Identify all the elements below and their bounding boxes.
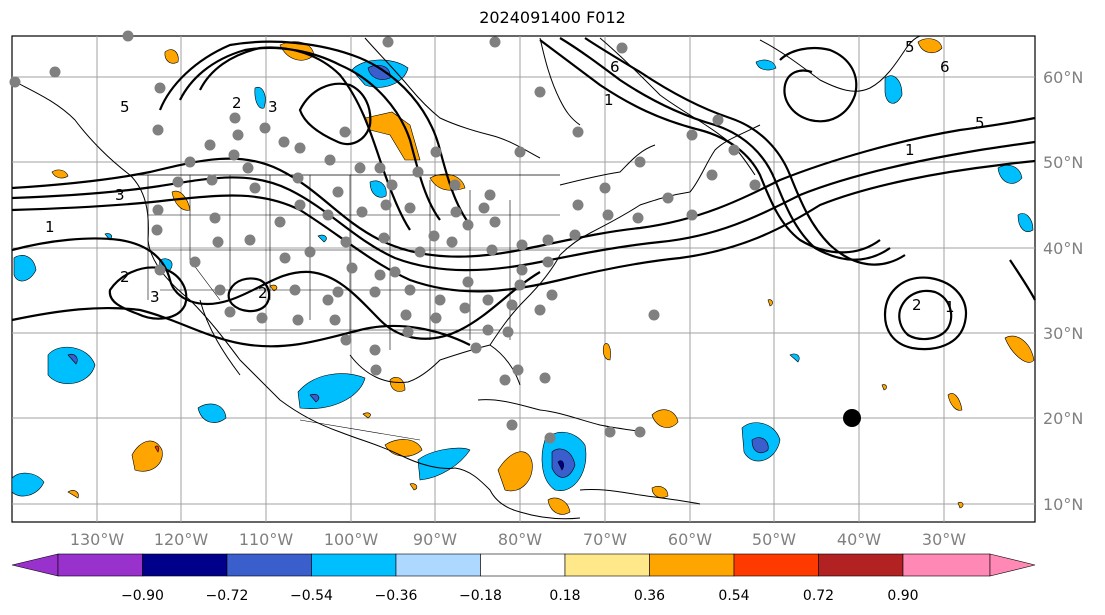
colorbar-tick-label: 0.18 — [549, 588, 580, 604]
colorbar-tick-label: 0.36 — [634, 588, 665, 604]
contour-label: 1 — [604, 91, 614, 109]
colorbar-under — [11, 553, 59, 577]
lon-label: 70°W — [583, 530, 627, 549]
colorbar-bin — [311, 553, 397, 577]
colorbar-tick-label: 0.54 — [718, 588, 749, 604]
map-frame — [11, 35, 1036, 523]
contour-label: 2 — [120, 268, 130, 286]
contour-label: 2 — [912, 296, 922, 314]
contour-label: 2 — [258, 284, 268, 302]
lon-label: 90°W — [413, 530, 457, 549]
coastlines — [11, 35, 921, 520]
colorbar-tick-label: 0.72 — [803, 588, 834, 604]
lon-label: 60°W — [668, 530, 712, 549]
colorbar-tick-label: −0.54 — [290, 588, 333, 604]
contour-label: 1 — [905, 141, 915, 159]
station-dots — [9, 30, 761, 444]
lon-label: 100°W — [324, 530, 379, 549]
contour-label: 6 — [610, 58, 620, 76]
colorbar-bin — [395, 553, 481, 577]
lon-label: 130°W — [70, 530, 125, 549]
lat-label: 60°N — [1043, 68, 1083, 87]
contour-label-group: 5 2 3 1 2 3 2 6 1 5 1 2 1 5 6 3 — [45, 38, 985, 316]
storm-center-marker — [843, 409, 861, 427]
colorbar — [11, 553, 1036, 577]
colorbar-over — [989, 553, 1036, 577]
contour-label: 1 — [945, 298, 955, 316]
latitude-labels: 60°N 50°N 40°N 30°N 20°N 10°N — [1043, 68, 1083, 514]
colorbar-bin — [226, 553, 312, 577]
lat-label: 20°N — [1043, 409, 1083, 428]
contour-label: 1 — [45, 218, 55, 236]
contour-label: 5 — [905, 38, 915, 56]
colorbar-bin — [649, 553, 735, 577]
contour-label: 2 — [232, 94, 242, 112]
lon-label: 80°W — [498, 530, 542, 549]
colorbar-tick-label: −0.72 — [206, 588, 249, 604]
colorbar-bin — [733, 553, 819, 577]
contour-label: 5 — [975, 114, 985, 132]
colorbar-bin — [480, 553, 566, 577]
colorbar-tick-label: −0.90 — [121, 588, 164, 604]
colorbar-tick-label: 0.90 — [887, 588, 918, 604]
lon-label: 40°W — [837, 530, 881, 549]
colorbar-bin — [564, 553, 650, 577]
contour-label: 3 — [150, 288, 160, 306]
plot-title: 2024091400 F012 — [479, 8, 626, 27]
colorbar-bin — [57, 553, 143, 577]
colorbar-ticks: −0.90 −0.72 −0.54 −0.36 −0.18 0.18 0.36 … — [121, 588, 919, 604]
lat-label: 50°N — [1043, 153, 1083, 172]
contour-label: 5 — [120, 98, 130, 116]
contour-label: 3 — [115, 186, 125, 204]
colorbar-bin — [818, 553, 904, 577]
lat-label: 40°N — [1043, 239, 1083, 258]
colorbar-bin — [902, 553, 991, 577]
longitude-labels: 130°W 120°W 110°W 100°W 90°W 80°W 70°W 6… — [70, 530, 966, 549]
anomaly-fills — [11, 38, 1035, 515]
lon-label: 50°W — [752, 530, 796, 549]
lon-label: 30°W — [922, 530, 966, 549]
lat-label: 10°N — [1043, 495, 1083, 514]
contour-label: 3 — [268, 98, 278, 116]
lon-label: 110°W — [239, 530, 294, 549]
colorbar-bin — [142, 553, 228, 577]
colorbar-tick-label: −0.18 — [459, 588, 502, 604]
colorbar-tick-label: −0.36 — [375, 588, 418, 604]
lat-label: 30°N — [1043, 324, 1083, 343]
lon-label: 120°W — [154, 530, 209, 549]
contour-label: 6 — [940, 58, 950, 76]
